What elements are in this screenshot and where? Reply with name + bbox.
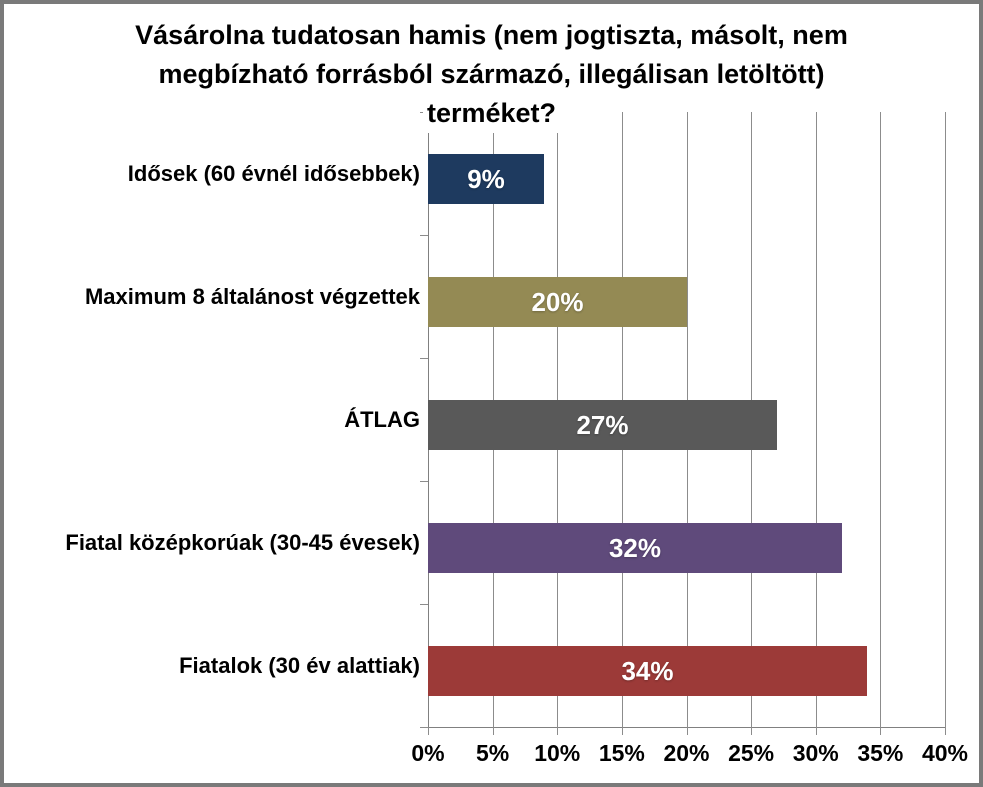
bar-value-label: 9% <box>467 163 505 194</box>
x-axis-tick-label: 20% <box>663 740 710 766</box>
x-axis-tick-mark <box>492 727 494 735</box>
bar-value-label: 20% <box>531 286 584 317</box>
y-axis-tick-mark <box>420 481 428 482</box>
chart-title-line: megbízható forrásból származó, illegális… <box>154 55 829 94</box>
bar: 32% <box>428 523 842 573</box>
gridline <box>815 112 817 727</box>
category-label: Fiatal középkorúak (30-45 évesek) <box>65 529 420 555</box>
x-axis-tick-mark <box>945 727 946 735</box>
y-axis-category-labels: Idősek (60 évnél idősebbek) Maximum 8 ált… <box>8 112 420 727</box>
x-axis-tick-label: 25% <box>728 740 775 766</box>
category-label: ÁTLAG <box>344 406 420 432</box>
bar-value-label: 34% <box>621 655 674 686</box>
bar-value-label: 27% <box>576 409 629 440</box>
bar: 9% <box>428 154 544 204</box>
x-axis-tick-label: 35% <box>857 740 904 766</box>
bar-value-label: 32% <box>608 532 662 563</box>
gridline <box>880 112 882 727</box>
category-label: Maximum 8 általánost végzettek <box>84 283 420 309</box>
x-axis-tick-mark <box>428 727 429 735</box>
y-axis-tick-mark <box>420 358 428 359</box>
chart-title: Vásárolna tudatosan hamis (nem jogtiszta… <box>0 16 983 133</box>
gridline <box>945 112 946 727</box>
x-axis-tick-mark <box>621 727 623 735</box>
chart-title-line: terméket? <box>422 94 561 133</box>
plot-area: 9% 20% 27% 32% 34% <box>420 112 946 735</box>
x-axis-tick-label: 40% <box>921 740 969 766</box>
x-axis-tick-label: 30% <box>792 740 839 766</box>
bar: 27% <box>428 400 777 450</box>
bar: 34% <box>428 646 867 696</box>
x-axis-tick-mark <box>880 727 882 735</box>
x-axis-tick-mark <box>815 727 817 735</box>
y-axis-tick-mark <box>420 727 428 728</box>
x-axis-tick-label: 5% <box>476 740 510 766</box>
x-axis-tick-labels: 0% 5% 10% 15% 20% 25% 30% 35% 40% <box>411 740 968 774</box>
category-label: Idősek (60 évnél idősebbek) <box>127 160 420 186</box>
x-axis-tick-label: 15% <box>598 740 645 766</box>
x-axis-tick-mark <box>751 727 753 735</box>
category-label: Fiatalok (30 év alattiak) <box>179 652 420 678</box>
x-axis-tick-mark <box>557 727 559 735</box>
x-axis-tick-mark <box>686 727 688 735</box>
y-axis-tick-mark <box>420 604 428 605</box>
y-axis-tick-mark <box>420 235 428 236</box>
chart-title-line: Vásárolna tudatosan hamis (nem jogtiszta… <box>131 16 852 55</box>
x-axis-tick-label: 0% <box>411 740 445 766</box>
bar: 20% <box>428 277 687 327</box>
x-axis-tick-label: 10% <box>534 740 581 766</box>
